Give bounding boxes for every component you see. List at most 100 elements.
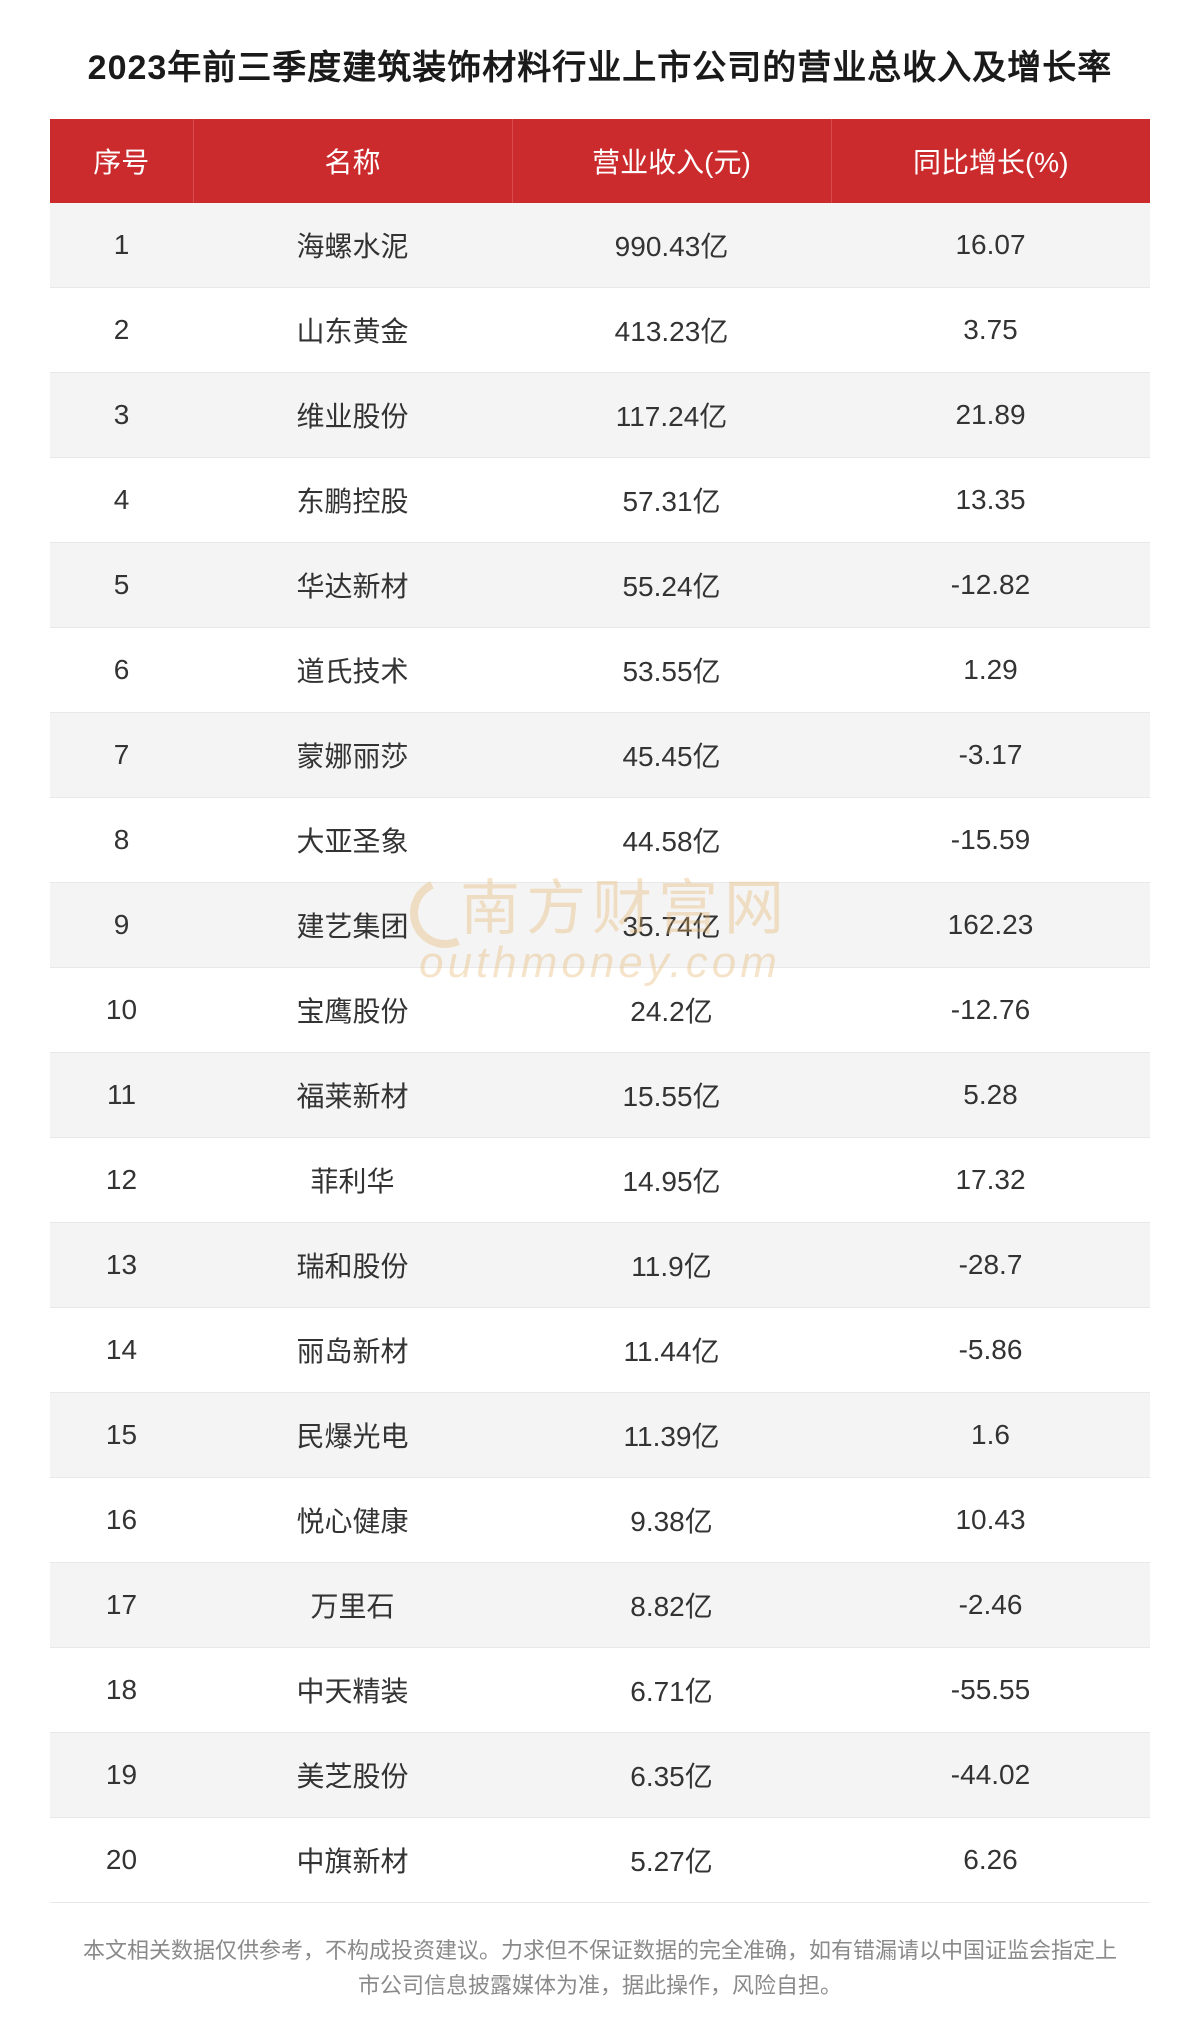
cell-revenue: 8.82亿 (512, 1563, 831, 1648)
cell-name: 维业股份 (193, 373, 512, 458)
table-header-row: 序号 名称 营业收入(元) 同比增长(%) (50, 119, 1150, 203)
cell-index: 2 (50, 288, 193, 373)
cell-revenue: 6.35亿 (512, 1733, 831, 1818)
cell-revenue: 117.24亿 (512, 373, 831, 458)
col-header-growth: 同比增长(%) (831, 119, 1150, 203)
cell-revenue: 53.55亿 (512, 628, 831, 713)
cell-name: 福莱新材 (193, 1053, 512, 1138)
cell-revenue: 57.31亿 (512, 458, 831, 543)
cell-name: 中天精装 (193, 1648, 512, 1733)
cell-growth: -55.55 (831, 1648, 1150, 1733)
cell-revenue: 11.44亿 (512, 1308, 831, 1393)
cell-name: 建艺集团 (193, 883, 512, 968)
cell-revenue: 990.43亿 (512, 203, 831, 288)
cell-index: 15 (50, 1393, 193, 1478)
table-body: 1海螺水泥990.43亿16.072山东黄金413.23亿3.753维业股份11… (50, 203, 1150, 1903)
cell-index: 4 (50, 458, 193, 543)
cell-growth: 10.43 (831, 1478, 1150, 1563)
col-header-revenue: 营业收入(元) (512, 119, 831, 203)
revenue-table: 序号 名称 营业收入(元) 同比增长(%) 1海螺水泥990.43亿16.072… (50, 119, 1150, 1903)
table-row: 10宝鹰股份24.2亿-12.76 (50, 968, 1150, 1053)
cell-growth: -15.59 (831, 798, 1150, 883)
col-header-name: 名称 (193, 119, 512, 203)
cell-index: 14 (50, 1308, 193, 1393)
cell-index: 16 (50, 1478, 193, 1563)
table-row: 14丽岛新材11.44亿-5.86 (50, 1308, 1150, 1393)
cell-name: 海螺水泥 (193, 203, 512, 288)
cell-growth: 17.32 (831, 1138, 1150, 1223)
cell-index: 20 (50, 1818, 193, 1903)
table-row: 8大亚圣象44.58亿-15.59 (50, 798, 1150, 883)
col-header-index: 序号 (50, 119, 193, 203)
table-row: 12菲利华14.95亿17.32 (50, 1138, 1150, 1223)
cell-index: 19 (50, 1733, 193, 1818)
cell-index: 18 (50, 1648, 193, 1733)
table-row: 3维业股份117.24亿21.89 (50, 373, 1150, 458)
cell-revenue: 15.55亿 (512, 1053, 831, 1138)
table-row: 7蒙娜丽莎45.45亿-3.17 (50, 713, 1150, 798)
cell-growth: 16.07 (831, 203, 1150, 288)
cell-revenue: 45.45亿 (512, 713, 831, 798)
cell-index: 3 (50, 373, 193, 458)
table-row: 4东鹏控股57.31亿13.35 (50, 458, 1150, 543)
cell-name: 瑞和股份 (193, 1223, 512, 1308)
cell-index: 7 (50, 713, 193, 798)
cell-revenue: 413.23亿 (512, 288, 831, 373)
cell-growth: 1.6 (831, 1393, 1150, 1478)
cell-growth: -12.76 (831, 968, 1150, 1053)
table-row: 5华达新材55.24亿-12.82 (50, 543, 1150, 628)
cell-growth: 5.28 (831, 1053, 1150, 1138)
table-row: 16悦心健康9.38亿10.43 (50, 1478, 1150, 1563)
cell-index: 6 (50, 628, 193, 713)
cell-index: 11 (50, 1053, 193, 1138)
cell-index: 17 (50, 1563, 193, 1648)
table-row: 15民爆光电11.39亿1.6 (50, 1393, 1150, 1478)
cell-revenue: 35.74亿 (512, 883, 831, 968)
cell-revenue: 5.27亿 (512, 1818, 831, 1903)
cell-name: 万里石 (193, 1563, 512, 1648)
cell-name: 菲利华 (193, 1138, 512, 1223)
cell-name: 道氏技术 (193, 628, 512, 713)
cell-index: 10 (50, 968, 193, 1053)
cell-name: 山东黄金 (193, 288, 512, 373)
cell-name: 民爆光电 (193, 1393, 512, 1478)
footer-disclaimer: 本文相关数据仅供参考，不构成投资建议。力求但不保证数据的完全准确，如有错漏请以中… (50, 1933, 1150, 2003)
cell-revenue: 44.58亿 (512, 798, 831, 883)
cell-growth: 1.29 (831, 628, 1150, 713)
cell-revenue: 24.2亿 (512, 968, 831, 1053)
cell-revenue: 55.24亿 (512, 543, 831, 628)
cell-revenue: 11.9亿 (512, 1223, 831, 1308)
cell-revenue: 6.71亿 (512, 1648, 831, 1733)
cell-growth: 162.23 (831, 883, 1150, 968)
cell-index: 1 (50, 203, 193, 288)
cell-index: 9 (50, 883, 193, 968)
table-row: 20中旗新材5.27亿6.26 (50, 1818, 1150, 1903)
cell-index: 12 (50, 1138, 193, 1223)
cell-growth: -2.46 (831, 1563, 1150, 1648)
table-row: 17万里石8.82亿-2.46 (50, 1563, 1150, 1648)
cell-name: 美芝股份 (193, 1733, 512, 1818)
cell-revenue: 14.95亿 (512, 1138, 831, 1223)
cell-growth: 21.89 (831, 373, 1150, 458)
cell-growth: 3.75 (831, 288, 1150, 373)
cell-index: 13 (50, 1223, 193, 1308)
cell-growth: 6.26 (831, 1818, 1150, 1903)
table-row: 9建艺集团35.74亿162.23 (50, 883, 1150, 968)
cell-growth: 13.35 (831, 458, 1150, 543)
cell-name: 悦心健康 (193, 1478, 512, 1563)
table-row: 13瑞和股份11.9亿-28.7 (50, 1223, 1150, 1308)
cell-growth: -5.86 (831, 1308, 1150, 1393)
cell-revenue: 9.38亿 (512, 1478, 831, 1563)
cell-name: 蒙娜丽莎 (193, 713, 512, 798)
table-row: 11福莱新材15.55亿5.28 (50, 1053, 1150, 1138)
table-row: 6道氏技术53.55亿1.29 (50, 628, 1150, 713)
cell-index: 8 (50, 798, 193, 883)
cell-name: 东鹏控股 (193, 458, 512, 543)
table-row: 19美芝股份6.35亿-44.02 (50, 1733, 1150, 1818)
cell-index: 5 (50, 543, 193, 628)
table-row: 2山东黄金413.23亿3.75 (50, 288, 1150, 373)
cell-growth: -44.02 (831, 1733, 1150, 1818)
cell-growth: -3.17 (831, 713, 1150, 798)
cell-growth: -28.7 (831, 1223, 1150, 1308)
cell-name: 中旗新材 (193, 1818, 512, 1903)
